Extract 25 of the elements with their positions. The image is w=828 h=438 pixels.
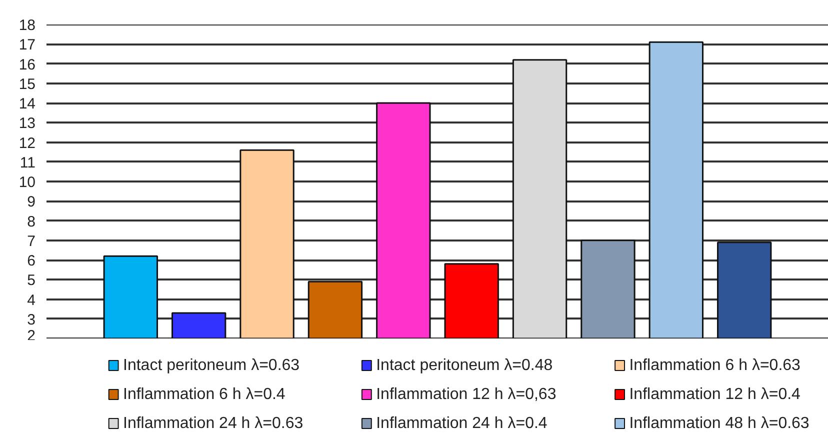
y-tick-label: 13: [18, 115, 36, 132]
y-tick-label: 16: [18, 56, 36, 74]
legend-label: Inflammation 12 h λ=0,63: [376, 386, 556, 403]
y-tick-label: 14: [18, 96, 36, 112]
y-tick-label: 8: [27, 213, 36, 230]
legend-label: Intact peritoneum λ=0.48: [376, 357, 553, 374]
legend-label: Inflammation 24 h λ=0.4: [376, 415, 548, 432]
legend-label: Inflammation 6 h λ=0.4: [123, 386, 286, 403]
legend-label: Inflammation 12 h λ=0.4: [629, 386, 801, 403]
legend-label: Inflammation 24 h λ=0.63: [123, 415, 304, 432]
y-tick-label: 18: [18, 17, 36, 34]
y-tick-label: 10: [18, 174, 36, 191]
y-tick-label: 4: [27, 292, 36, 309]
y-tick-label: 15: [18, 76, 36, 93]
y-tick-label: 9: [27, 194, 36, 211]
y-tick-label: 5: [27, 272, 36, 290]
y-tick-label: 11: [20, 154, 36, 172]
legend-label: Inflammation 6 h λ=0.63: [629, 357, 801, 374]
y-tick-label: 12: [18, 134, 36, 152]
legend-label: Intact peritoneum λ=0.63: [123, 357, 300, 374]
y-tick-label: 7: [27, 232, 36, 250]
y-tick-label: 3: [27, 311, 36, 328]
legend-label: Inflammation 48 h λ=0.63: [629, 415, 810, 432]
y-tick-label: 17: [18, 36, 36, 54]
y-tick-label: 6: [27, 252, 36, 270]
